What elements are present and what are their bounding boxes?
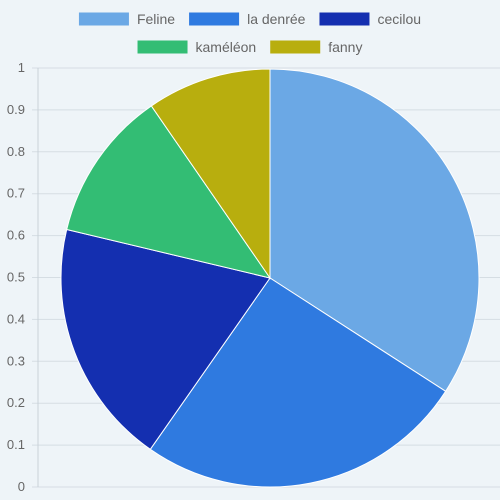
legend-item-cecilou[interactable]: cecilou — [319, 11, 421, 27]
legend-swatch — [270, 40, 321, 54]
y-tick-label: 0.7 — [7, 186, 25, 201]
pie-slice-kam-l-on[interactable] — [66, 105, 272, 279]
pie-slice-feline[interactable] — [269, 68, 480, 392]
y-tick-label: 0.6 — [7, 228, 25, 243]
y-tick-label: 0.3 — [7, 353, 25, 368]
legend-label: cecilou — [377, 11, 421, 27]
y-tick-label: 1 — [18, 60, 25, 75]
legend-swatch — [137, 40, 188, 54]
y-tick-label: 0.1 — [7, 437, 25, 452]
legend: Feline la denrée cecilou kaméléon fanny — [78, 11, 421, 55]
legend-item-fanny[interactable]: fanny — [270, 39, 362, 55]
legend-swatch — [78, 12, 129, 26]
y-tick-label: 0.4 — [7, 311, 25, 326]
y-axis: 0 0.1 0.2 0.3 0.4 0.5 0.6 0.7 0.8 0.9 1 — [7, 60, 39, 494]
pie-slice-la-denr-e[interactable] — [149, 277, 447, 488]
legend-item-feline[interactable]: Feline — [78, 11, 175, 27]
legend-label: la denrée — [247, 11, 306, 27]
y-tick-label: 0.9 — [7, 102, 25, 117]
legend-swatch — [189, 12, 240, 26]
legend-label: fanny — [328, 39, 362, 55]
y-tick-label: 0.8 — [7, 144, 25, 159]
legend-item-la-denr-e[interactable]: la denrée — [189, 11, 306, 27]
legend-label: Feline — [137, 11, 175, 27]
legend-label: kaméléon — [196, 39, 257, 55]
legend-swatch — [319, 12, 370, 26]
legend-item-kam-l-on[interactable]: kaméléon — [137, 39, 257, 55]
y-tick-label: 0 — [18, 479, 25, 494]
y-tick-label: 0.5 — [7, 270, 25, 285]
pie-slice-fanny[interactable] — [150, 68, 271, 280]
pie-slices — [60, 68, 480, 488]
pie-slice-cecilou[interactable] — [60, 228, 271, 451]
y-tick-label: 0.2 — [7, 395, 25, 410]
